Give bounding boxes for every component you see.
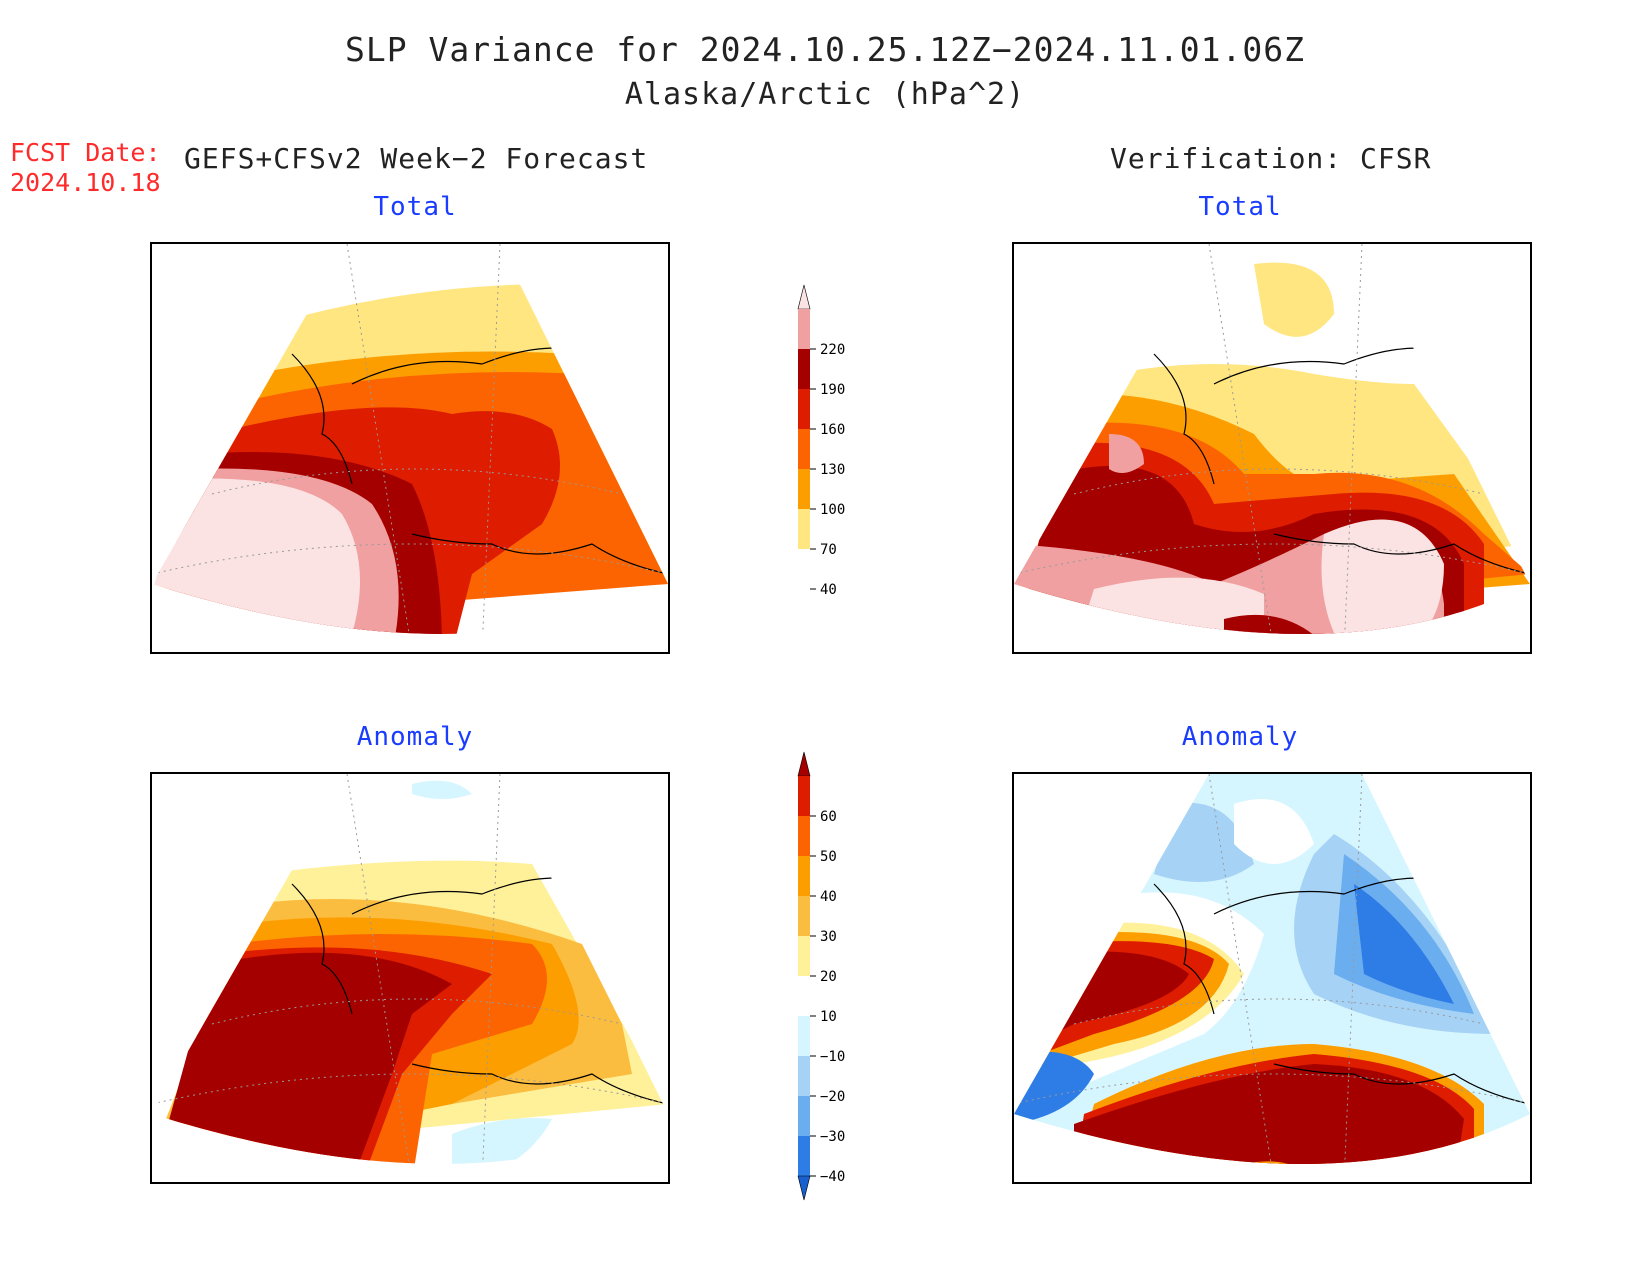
total-colorbar-segment: [798, 309, 810, 349]
anomaly-colorbar-label: 20: [820, 969, 837, 985]
anomaly-colorbar-label: −20: [820, 1089, 845, 1105]
verification-total-map: [1012, 242, 1532, 654]
anomaly-colorbar-bottom-triangle: [797, 1175, 811, 1201]
total-colorbar-segment: [798, 429, 810, 469]
shade-above-220: [152, 478, 360, 634]
map-title: SLP Variance for 2024.10.25.12Z−2024.11.…: [345, 30, 1305, 69]
total-colorbar-segment: [798, 349, 810, 389]
panel-title-forecast-total: Total: [373, 192, 457, 222]
total-colorbar-segment: [798, 469, 810, 509]
anomaly-colorbar-label: −40: [820, 1169, 845, 1185]
anomaly-colorbar-segment: [798, 1136, 810, 1176]
total-colorbar-label: 160: [820, 422, 845, 438]
anomaly-colorbar-segment: [798, 1096, 810, 1136]
shade-above-220: [1074, 577, 1264, 634]
forecast-total-map: [150, 242, 670, 654]
shade-above-220: [1321, 519, 1444, 634]
anomaly-colorbar-segment: [798, 936, 810, 976]
anomaly-colorbar-segment: [798, 1056, 810, 1096]
panel-title-verification-total: Total: [1198, 192, 1282, 222]
total-colorbar-segment: [798, 389, 810, 429]
fcst-date-value: 2024.10.18: [10, 168, 161, 197]
shade-40-70: [1254, 262, 1334, 337]
shade-minus10-minus20: [452, 1118, 552, 1164]
anomaly-colorbar: 60 50 40 30 20 10 −10 −20 −30 −40: [797, 751, 845, 1201]
total-colorbar-segment: [798, 509, 810, 549]
forecast-anomaly-map: [150, 772, 670, 1184]
total-colorbar-label: 220: [820, 342, 845, 358]
anomaly-colorbar-label: −10: [820, 1049, 845, 1065]
shade-minus10-minus20: [412, 780, 472, 799]
coastline: [1153, 347, 1530, 575]
anomaly-colorbar-label: 10: [820, 1009, 837, 1025]
fcst-date-label: FCST Date:: [10, 138, 161, 167]
fcst-date-block: FCST Date: 2024.10.18: [10, 138, 161, 198]
anomaly-colorbar-label: 40: [820, 889, 837, 905]
total-colorbar-label: 40: [820, 582, 837, 598]
coastline: [291, 347, 668, 575]
graticule: [1014, 244, 1530, 634]
total-colorbar-top-triangle: [797, 284, 811, 310]
anomaly-colorbar-segment: [798, 976, 810, 1016]
shade-190-220: [1109, 434, 1144, 473]
panel-title-forecast-anomaly: Anomaly: [356, 722, 474, 752]
forecast-header: GEFS+CFSv2 Week−2 Forecast: [184, 142, 649, 175]
graticule: [1014, 774, 1530, 1164]
total-colorbar-label: 190: [820, 382, 845, 398]
total-colorbar: 220 190 160 130 100 70 40: [797, 284, 845, 598]
total-colorbar-label: 130: [820, 462, 845, 478]
anomaly-colorbar-segment: [798, 816, 810, 856]
anomaly-colorbar-label: 50: [820, 849, 837, 865]
total-colorbar-label: 70: [820, 542, 837, 558]
verification-header: Verification: CFSR: [1110, 142, 1432, 175]
coastline: [1153, 877, 1530, 1105]
graticule: [152, 244, 668, 634]
anomaly-colorbar-top-triangle: [797, 751, 811, 777]
anomaly-colorbar-segment: [798, 856, 810, 896]
graticule: [152, 774, 668, 1164]
shade-below-minus40: [1354, 884, 1454, 1004]
anomaly-colorbar-segment: [798, 776, 810, 816]
total-colorbar-label: 100: [820, 502, 845, 518]
shade-30-40: [1244, 1161, 1314, 1164]
anomaly-colorbar-label: 60: [820, 809, 837, 825]
shade-above-60: [152, 952, 452, 1164]
anomaly-colorbar-segment: [798, 896, 810, 936]
shade-10-to-minus10: [1234, 799, 1314, 864]
coastline: [291, 877, 668, 1105]
panel-title-verification-anomaly: Anomaly: [1181, 722, 1299, 752]
anomaly-colorbar-label: 30: [820, 929, 837, 945]
anomaly-colorbar-label: −30: [820, 1129, 845, 1145]
map-subtitle: Alaska/Arctic (hPa^2): [624, 77, 1026, 112]
verification-anomaly-map: [1012, 772, 1532, 1184]
anomaly-colorbar-segment: [798, 1016, 810, 1056]
